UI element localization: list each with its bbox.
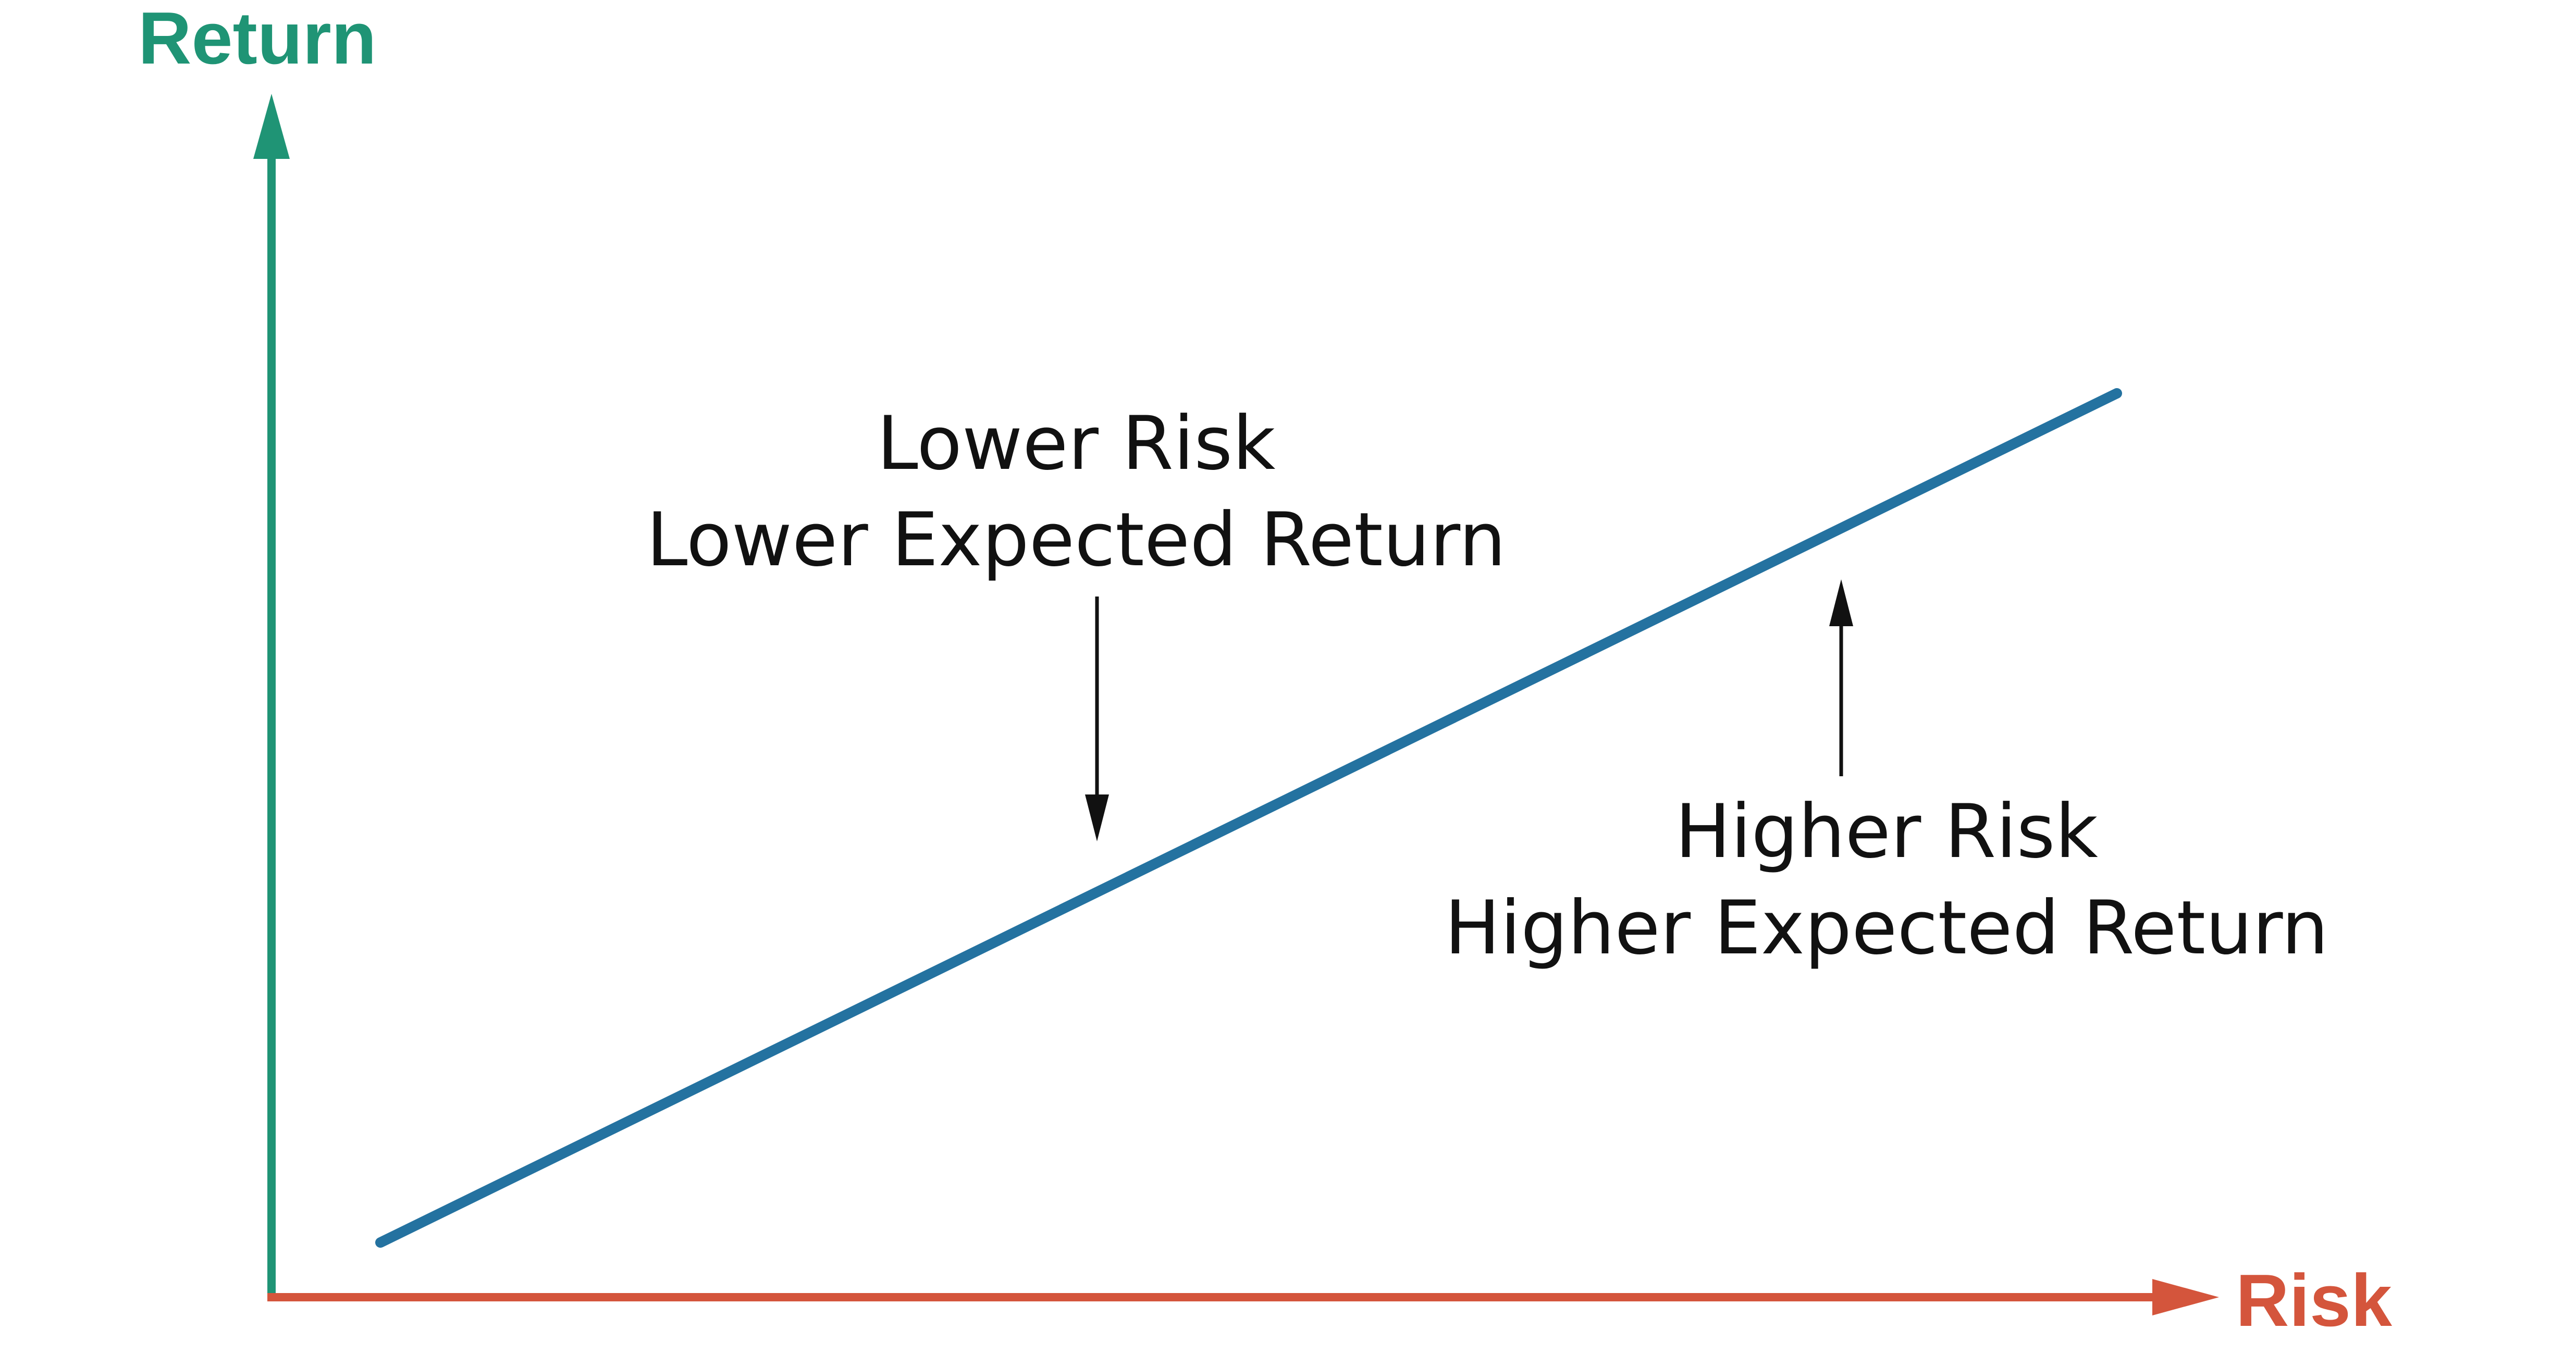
y-axis-arrowhead <box>253 94 290 159</box>
x-axis-arrowhead <box>2152 1279 2219 1315</box>
y-axis-label: Return <box>138 0 377 80</box>
x-axis-label: Risk <box>2236 1259 2393 1342</box>
higher-annotation-arrowhead <box>1829 579 1853 626</box>
lower-return-label: Lower Expected Return <box>646 497 1506 583</box>
risk-return-line <box>375 388 2122 1248</box>
higher-return-label: Higher Expected Return <box>1445 885 2328 971</box>
higher-risk-label: Higher Risk <box>1675 789 2098 875</box>
lower-annotation-arrowhead <box>1085 794 1109 841</box>
lower-risk-label: Lower Risk <box>877 401 1276 487</box>
